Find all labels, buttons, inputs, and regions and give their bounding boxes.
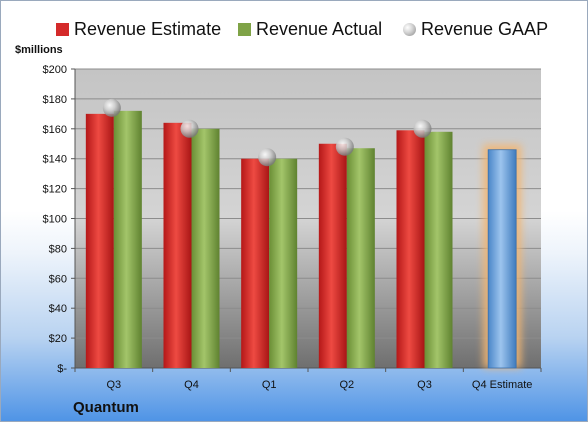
revenue-actual-bar — [424, 131, 453, 368]
y-tick-label: $160 — [43, 124, 67, 136]
y-tick-label: $120 — [43, 184, 67, 196]
revenue-actual-bar — [191, 128, 220, 368]
y-tick-label: $180 — [43, 94, 67, 106]
y-tick-label: $20 — [49, 333, 67, 345]
revenue-estimate-bar — [85, 113, 114, 368]
y-axis-unit-label: $millions — [15, 44, 63, 56]
x-tick-label: Q3 — [417, 379, 432, 391]
revenue-actual-bar — [113, 110, 142, 369]
x-tick-label: Q2 — [339, 379, 354, 391]
revenue-gaap-point — [180, 119, 199, 138]
legend-item-gaap: Revenue GAAP — [403, 16, 548, 42]
legend-item-estimate: Revenue Estimate — [56, 16, 221, 42]
revenue-estimate-bar — [396, 130, 425, 368]
revenue-actual-bar — [269, 158, 298, 368]
revenue-gaap-point — [102, 98, 121, 117]
y-tick-label: $60 — [49, 273, 67, 285]
y-tick-label: $40 — [49, 303, 67, 315]
legend-item-actual: Revenue Actual — [238, 16, 382, 42]
legend-swatch-actual — [238, 22, 251, 36]
revenue-estimate-bar — [241, 158, 270, 368]
revenue-actual-bar — [346, 148, 375, 368]
x-tick-label: Q4 — [184, 379, 199, 391]
y-tick-label: $80 — [49, 243, 67, 255]
y-tick-label: $140 — [43, 154, 67, 166]
company-name: Quantum — [73, 399, 139, 416]
legend-label-estimate: Revenue Estimate — [74, 18, 222, 39]
legend-swatch-gaap — [403, 22, 416, 36]
x-tick-label: Q3 — [106, 379, 121, 391]
legend: Revenue Estimate Revenue Actual Revenue … — [1, 16, 587, 42]
legend-swatch-estimate — [56, 22, 69, 36]
y-tick-label: $200 — [43, 64, 67, 76]
revenue-estimate-bar — [163, 122, 192, 368]
legend-label-actual: Revenue Actual — [256, 18, 383, 39]
y-tick-label: $- — [57, 363, 67, 375]
revenue-gaap-point — [413, 119, 432, 138]
revenue-estimate-bar — [318, 143, 347, 368]
revenue-gaap-point — [258, 148, 277, 167]
revenue-estimate-bar — [487, 149, 517, 369]
x-tick-label: Q1 — [262, 379, 277, 391]
y-tick-label: $100 — [43, 214, 67, 226]
x-tick-label: Q4 Estimate — [472, 379, 533, 391]
legend-label-gaap: Revenue GAAP — [421, 18, 549, 39]
revenue-gaap-point — [335, 137, 354, 156]
